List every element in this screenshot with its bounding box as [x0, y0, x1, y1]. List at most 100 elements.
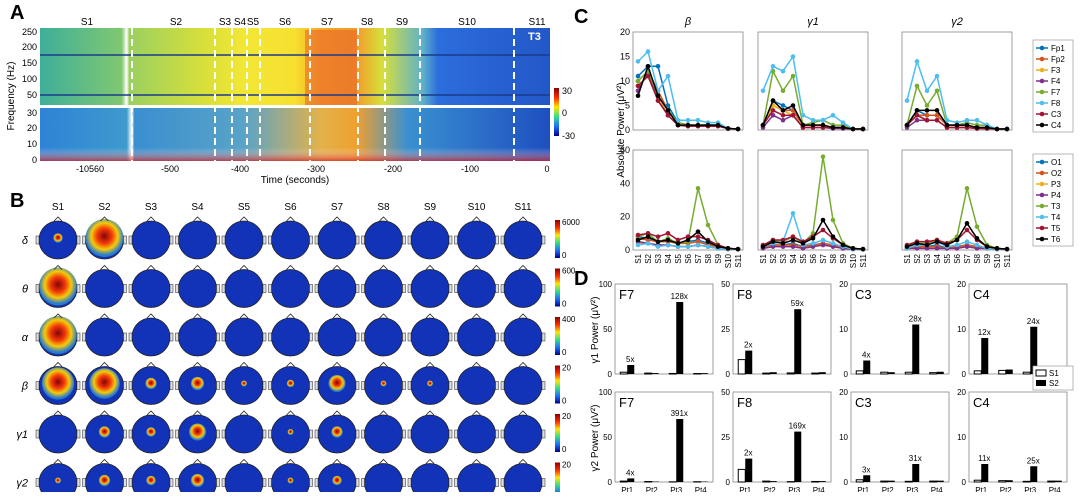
topo-stage-label-S6: S6 — [284, 202, 297, 213]
fold-change-label: 391x — [671, 409, 688, 418]
topo-nose — [518, 313, 528, 319]
topo-nose — [518, 216, 528, 222]
data-point-F4 — [914, 117, 920, 123]
data-point-C4 — [800, 122, 806, 128]
topo-map-head — [271, 269, 310, 308]
bar-s2 — [676, 419, 684, 482]
topo-ear-left — [128, 332, 133, 342]
legend-marker-T5 — [1039, 225, 1045, 231]
band-colorbar — [555, 317, 560, 355]
topo-nose — [53, 458, 63, 464]
data-point-C4 — [914, 108, 920, 113]
data-point-C4 — [974, 125, 980, 130]
bar-x-tick-label: Pt4 — [695, 486, 708, 492]
topo-ear-left — [454, 478, 458, 487]
bar-y-tick-label: 100 — [599, 388, 613, 397]
data-point-P4 — [770, 244, 776, 249]
bar-y-tick-label: 0 — [844, 478, 849, 487]
topo-ear-left — [361, 429, 365, 439]
data-point-T6 — [780, 241, 786, 246]
topo-stage-label-S8: S8 — [377, 202, 390, 213]
bar-x-tick-label: Pt4 — [813, 486, 826, 492]
line-chart-frame — [632, 149, 744, 251]
topo-nose — [332, 458, 342, 464]
topo-map-head — [224, 317, 264, 357]
bar-s2 — [1054, 480, 1062, 482]
data-point-C4 — [655, 93, 661, 98]
data-point-T5 — [695, 234, 701, 239]
line-x-tick-label: S8 — [973, 253, 982, 263]
frequency-axis-label: Frequency (Hz) — [6, 62, 17, 131]
topo-ear-left — [407, 284, 412, 293]
topo-ear-right — [448, 478, 453, 487]
data-point-T4 — [675, 244, 681, 249]
data-point-Fp2 — [934, 113, 940, 118]
legend-temporal-box — [1032, 153, 1074, 247]
topo-hot-region — [146, 475, 156, 486]
bar-x-tick-label: Pt2 — [764, 486, 777, 492]
data-point-C4 — [685, 122, 691, 128]
topo-ear-right — [355, 235, 360, 245]
line-x-tick-label: S9 — [714, 253, 723, 263]
topo-nose — [193, 410, 202, 416]
fold-change-label: 12x — [978, 328, 991, 337]
colorbar-ticks: 30 0 -30 — [562, 86, 575, 141]
topo-nose — [472, 264, 481, 270]
data-point-F8 — [760, 88, 766, 94]
topo-hot-region — [241, 380, 247, 387]
topo-ear-left — [314, 381, 319, 390]
topo-hot-region — [332, 475, 342, 486]
colorbar-min-label: 0 — [562, 348, 567, 357]
topo-nose — [379, 313, 388, 319]
legend-marker-P4 — [1039, 192, 1045, 198]
topo-nose — [53, 216, 63, 222]
legend-label-Fp1: Fp1 — [1051, 44, 1065, 53]
topo-ear-left — [175, 332, 179, 342]
topo-nose — [286, 361, 295, 367]
topo-map-head — [271, 317, 310, 357]
topo-hot-region — [287, 429, 294, 435]
legend-marker-T4 — [1039, 214, 1045, 220]
topography-panel: S1 S2 S3 S4 S5 S6 S7 S8 S9 S10 S11δ60000θ6000α4000… — [16, 202, 580, 492]
topo-nose — [379, 216, 388, 222]
bar-y-tick-label: 0 — [962, 478, 967, 487]
data-point-C4 — [735, 126, 741, 132]
topo-ear-right — [309, 429, 313, 439]
bar-y-tick-label: 25 — [721, 433, 730, 442]
data-point-F7 — [790, 73, 796, 79]
bar-y-tick-label: 50 — [721, 280, 730, 289]
topo-ear-left — [128, 429, 133, 439]
data-point-F8 — [800, 113, 806, 118]
topo-ear-left — [35, 284, 40, 293]
line-x-tick-label: S2 — [644, 253, 653, 263]
topo-hot-region — [328, 374, 346, 393]
bar-y-tick-label: 0 — [726, 478, 731, 487]
data-point-C4 — [725, 126, 731, 131]
topo-map-head — [317, 269, 357, 308]
data-point-F8 — [635, 59, 641, 64]
topo-ear-right — [355, 284, 360, 293]
topo-map-head — [410, 463, 450, 492]
data-point-T3 — [705, 222, 711, 228]
data-point-P4 — [830, 244, 836, 249]
panel-letter-a: A — [10, 2, 25, 24]
line-x-tick-label: S11 — [734, 253, 743, 267]
topo-ear-right — [123, 381, 127, 390]
line-y-tick-label: 60 — [620, 145, 630, 155]
data-point-C4 — [944, 122, 950, 128]
topo-ear-left — [128, 235, 133, 245]
bar-s2 — [769, 481, 777, 482]
bar-x-tick-label: Pt1 — [621, 486, 634, 492]
legend-swatch-S2 — [1036, 380, 1046, 386]
bar-s1 — [1022, 371, 1031, 375]
data-point-T3 — [974, 224, 980, 229]
panel-letter-b: B — [10, 190, 25, 212]
topo-nose — [100, 264, 109, 270]
data-point-T5 — [820, 227, 826, 233]
topo-hot-region — [53, 233, 63, 243]
topo-ear-right — [216, 381, 220, 390]
band-title-2: γ2 — [951, 16, 963, 28]
topo-map-head — [317, 220, 357, 260]
data-point-C3 — [770, 108, 776, 113]
